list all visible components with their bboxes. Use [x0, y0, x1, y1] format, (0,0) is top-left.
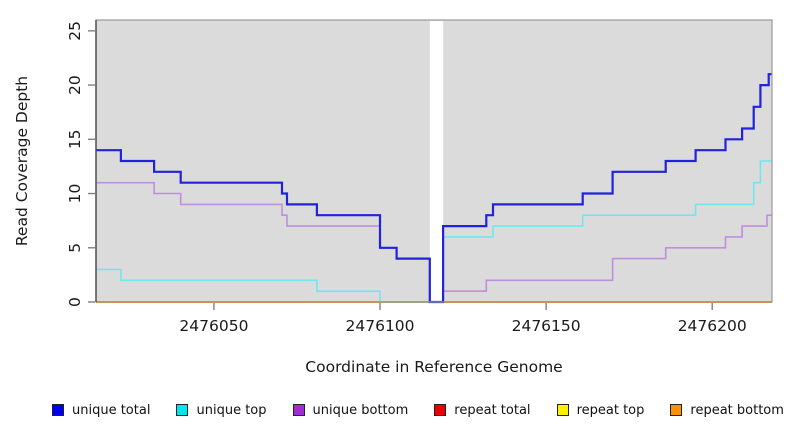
- x-tick-label: 2476200: [678, 317, 747, 335]
- coverage-gap-band: [429, 21, 444, 306]
- series-line-unique-top: [96, 160, 772, 303]
- y-tick-label: 15: [66, 129, 84, 149]
- y-tick-label: 20: [66, 75, 84, 95]
- legend-item-unique-total: unique total: [52, 403, 150, 418]
- y-tick-label: 5: [66, 243, 84, 253]
- coverage-chart: 2476050 2476100 2476150 2476200 0 5 10 15 20 25: [66, 19, 773, 335]
- x-tick-label: 2476150: [512, 317, 581, 335]
- legend-item-repeat-total: repeat total: [434, 402, 531, 418]
- legend-item-repeat-top: repeat top: [556, 402, 645, 418]
- legend-label: repeat total: [454, 402, 531, 418]
- x-tick-label: 2476100: [346, 317, 415, 335]
- y-axis-title: Read Coverage Depth: [13, 75, 31, 247]
- y-tick-label: 0: [66, 297, 84, 307]
- legend-label: repeat top: [576, 402, 645, 418]
- legend-item-unique-top: unique top: [176, 402, 267, 418]
- legend: unique total unique top unique bottom repea…: [52, 399, 784, 421]
- legend-label: repeat bottom: [690, 402, 784, 418]
- x-tick-label: 2476050: [179, 317, 248, 335]
- legend-item-repeat-bottom: repeat bottom: [670, 403, 784, 418]
- legend-swatch-icon: [434, 404, 447, 416]
- legend-label: unique top: [196, 402, 267, 418]
- legend-swatch-icon: [556, 404, 569, 416]
- legend-swatch-icon: [52, 404, 64, 416]
- y-tick-label: 10: [66, 184, 84, 204]
- x-axis-title: Coordinate in Reference Genome: [305, 358, 563, 376]
- legend-label: unique total: [72, 402, 151, 418]
- legend-item-unique-bottom: unique bottom: [292, 402, 409, 418]
- legend-swatch-icon: [670, 404, 683, 416]
- y-tick-label: 25: [66, 21, 84, 41]
- legend-swatch-icon: [292, 404, 305, 416]
- series-line-unique-total: [96, 73, 772, 304]
- legend-swatch-icon: [176, 404, 189, 416]
- legend-label: unique bottom: [312, 402, 409, 418]
